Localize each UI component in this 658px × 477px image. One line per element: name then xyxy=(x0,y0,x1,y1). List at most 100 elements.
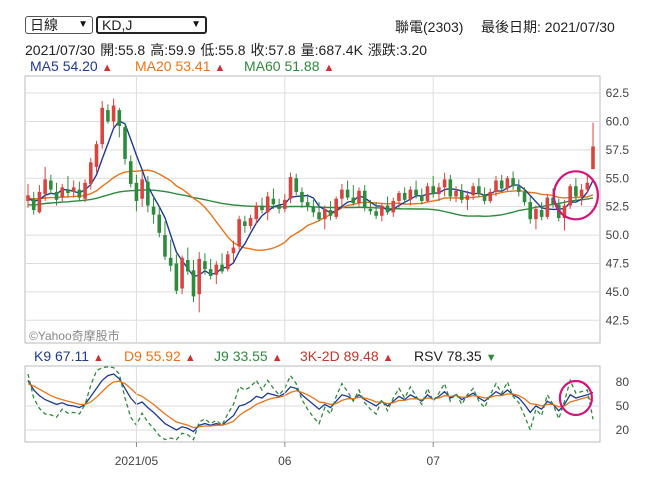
up-arrow-icon: ▲ xyxy=(101,62,113,74)
ohlc-date: 2021/07/30 xyxy=(25,42,96,58)
candle-body xyxy=(305,202,310,207)
price-y-tick-label: 52.5 xyxy=(606,200,630,214)
candle xyxy=(534,205,538,230)
down-arrow-icon: ▼ xyxy=(485,352,497,364)
candle-body xyxy=(585,182,590,190)
x-tick-label: 2021/05 xyxy=(115,454,159,468)
candle xyxy=(505,175,510,191)
candle-body xyxy=(191,270,196,297)
candle xyxy=(340,183,344,206)
candle xyxy=(402,187,407,204)
candle-body xyxy=(49,180,53,190)
candle xyxy=(54,182,59,206)
candle xyxy=(43,166,47,201)
candle xyxy=(459,183,464,204)
candle xyxy=(414,180,418,199)
up-arrow-icon: ▲ xyxy=(271,352,283,364)
candle xyxy=(214,261,219,284)
candle xyxy=(231,240,236,263)
candle-body xyxy=(248,218,253,226)
candle-body xyxy=(66,189,70,194)
candle-body xyxy=(357,190,361,204)
watermark: ©Yahoo奇摩股市 xyxy=(29,328,120,343)
candle-body xyxy=(374,211,378,216)
candle xyxy=(260,197,264,214)
candle xyxy=(322,205,327,230)
candle xyxy=(408,186,413,206)
candle-body xyxy=(482,194,487,201)
candle xyxy=(140,171,144,207)
rsv-label: RSV xyxy=(414,348,443,364)
kd-y-tick-label: 80 xyxy=(616,375,630,389)
k3d-legend: 3K-2D 89.48 ▲ xyxy=(300,348,394,364)
candle xyxy=(106,104,110,124)
candle-body xyxy=(88,162,93,184)
candle-body xyxy=(402,193,407,200)
candle-body xyxy=(334,198,338,217)
last-date: 最後日期: 2021/07/30 xyxy=(481,19,615,35)
candle-body xyxy=(488,191,493,201)
up-arrow-icon: ▲ xyxy=(382,352,394,364)
candle-body xyxy=(117,110,122,126)
ma5-label: MA5 xyxy=(30,58,59,74)
candle xyxy=(465,190,470,211)
candle xyxy=(163,221,167,261)
j9-value: 33.55 xyxy=(232,348,268,364)
candle xyxy=(591,122,595,170)
candle-body xyxy=(425,186,430,201)
price-y-tick-label: 45.0 xyxy=(606,285,630,299)
candle xyxy=(300,187,304,208)
candle-body xyxy=(431,186,436,195)
candle xyxy=(37,185,42,214)
candle xyxy=(277,198,281,214)
candle xyxy=(254,202,259,224)
candle-body xyxy=(511,178,515,187)
candle xyxy=(225,250,230,272)
kd-y-tick-label: 50 xyxy=(616,399,630,413)
ma60-value: 51.88 xyxy=(284,58,320,74)
indicator-select[interactable]: KD,J ▼ xyxy=(96,16,207,34)
candle-body xyxy=(391,200,396,213)
candle xyxy=(368,199,373,215)
ma20-legend: MA20 53.41 ▲ xyxy=(135,58,225,74)
candle xyxy=(454,186,458,203)
price-y-tick-label: 62.5 xyxy=(606,86,630,100)
candle-body xyxy=(265,196,270,213)
candle xyxy=(545,194,550,220)
candle xyxy=(248,214,253,230)
candle xyxy=(237,215,241,250)
candle-body xyxy=(43,179,47,195)
candle-body xyxy=(208,269,213,276)
up-arrow-icon: ▲ xyxy=(93,352,104,364)
candle-body xyxy=(568,186,572,206)
candle-body xyxy=(128,161,133,184)
candle-body xyxy=(385,205,390,213)
up-arrow-icon: ▲ xyxy=(184,352,196,364)
period-select[interactable]: 日線 ▼ xyxy=(25,16,93,34)
candle-body xyxy=(380,205,384,216)
candle xyxy=(419,188,424,205)
candle xyxy=(26,183,30,208)
candle-body xyxy=(328,210,333,216)
candle xyxy=(151,195,156,224)
candle xyxy=(60,183,65,203)
ohlc-change: 漲跌:3.20 xyxy=(367,42,428,58)
ma20-label: MA20 xyxy=(135,58,172,74)
candle xyxy=(442,172,447,197)
candle-body xyxy=(437,187,441,195)
candle-body xyxy=(345,189,350,198)
candle xyxy=(123,122,127,165)
candle xyxy=(305,194,310,212)
candle-body xyxy=(168,257,173,266)
candle-body xyxy=(477,186,481,195)
candle-body xyxy=(254,205,259,220)
candle xyxy=(517,179,521,197)
ma5-legend: MA5 54.20 ▲ xyxy=(30,58,113,74)
candle xyxy=(311,199,316,217)
candle xyxy=(283,194,287,213)
candle xyxy=(243,215,247,233)
candle xyxy=(431,175,436,198)
candle-body xyxy=(465,195,470,200)
candle xyxy=(146,175,150,213)
